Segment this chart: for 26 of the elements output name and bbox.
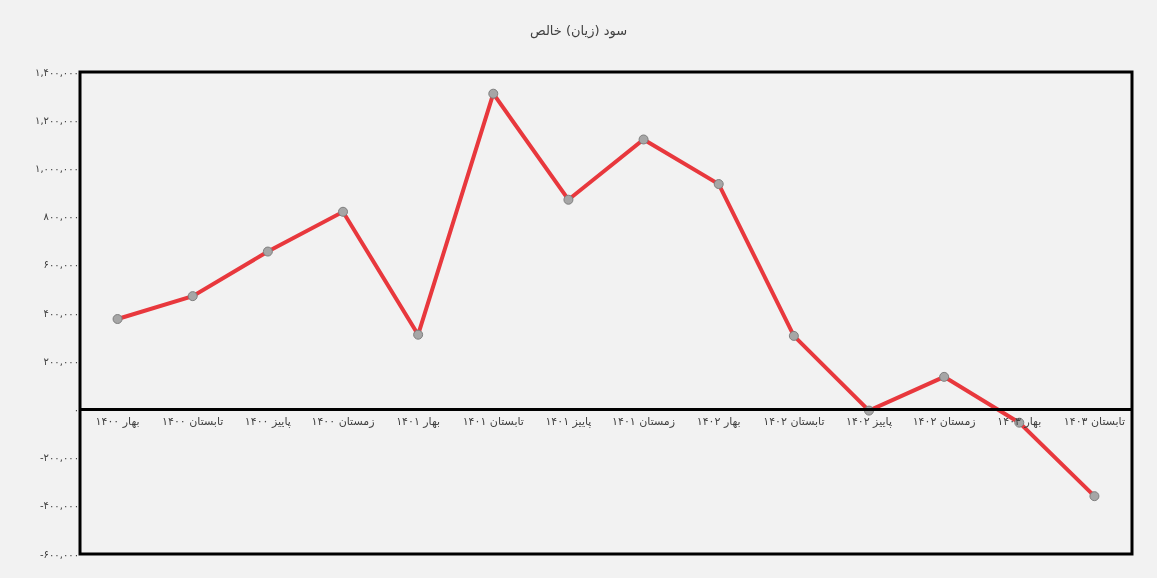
x-tick-label: بهار ۱۴۰۲ xyxy=(696,414,741,428)
x-tick-label: زمستان ۱۴۰۲ xyxy=(912,414,976,428)
x-tick-label: پاییز ۱۴۰۱ xyxy=(545,414,592,428)
y-tick-label: -۴۰۰,۰۰۰ xyxy=(39,500,79,512)
x-tick-label: بهار ۱۴۰۳ xyxy=(997,414,1042,428)
x-tick-label: زمستان ۱۴۰۱ xyxy=(612,414,676,428)
y-tick-label: ۰ xyxy=(73,403,79,415)
x-tick-label: بهار ۱۴۰۱ xyxy=(396,414,441,428)
chart-title: سود (زیان) خالص xyxy=(529,23,628,40)
x-tick-label: تابستان ۱۴۰۰ xyxy=(162,414,224,428)
x-tick-label: پاییز ۱۴۰۰ xyxy=(244,414,291,428)
y-tick-label: ۱,۲۰۰,۰۰۰ xyxy=(35,114,79,126)
x-tick-label: بهار ۱۴۰۰ xyxy=(95,414,140,428)
y-tick-label: ۶۰۰,۰۰۰ xyxy=(43,259,79,271)
x-tick-label: زمستان ۱۴۰۰ xyxy=(311,414,375,428)
y-tick-label: ۱,۴۰۰,۰۰۰ xyxy=(35,66,79,78)
y-tick-label: ۴۰۰,۰۰۰ xyxy=(43,307,79,319)
y-tick-label: ۲۰۰,۰۰۰ xyxy=(43,355,79,367)
y-tick-label: ۸۰۰,۰۰۰ xyxy=(43,211,79,223)
x-tick-label: پاییز ۱۴۰۲ xyxy=(845,414,893,428)
y-tick-label: -۶۰۰,۰۰۰ xyxy=(39,548,79,560)
x-tick-label: تابستان ۱۴۰۲ xyxy=(763,414,825,428)
y-tick-label: -۲۰۰,۰۰۰ xyxy=(39,452,79,464)
x-tick-label: تابستان ۱۴۰۱ xyxy=(462,414,524,428)
y-tick-label: ۱,۰۰۰,۰۰۰ xyxy=(35,162,79,174)
x-tick-label: تابستان ۱۴۰۳ xyxy=(1063,414,1126,428)
